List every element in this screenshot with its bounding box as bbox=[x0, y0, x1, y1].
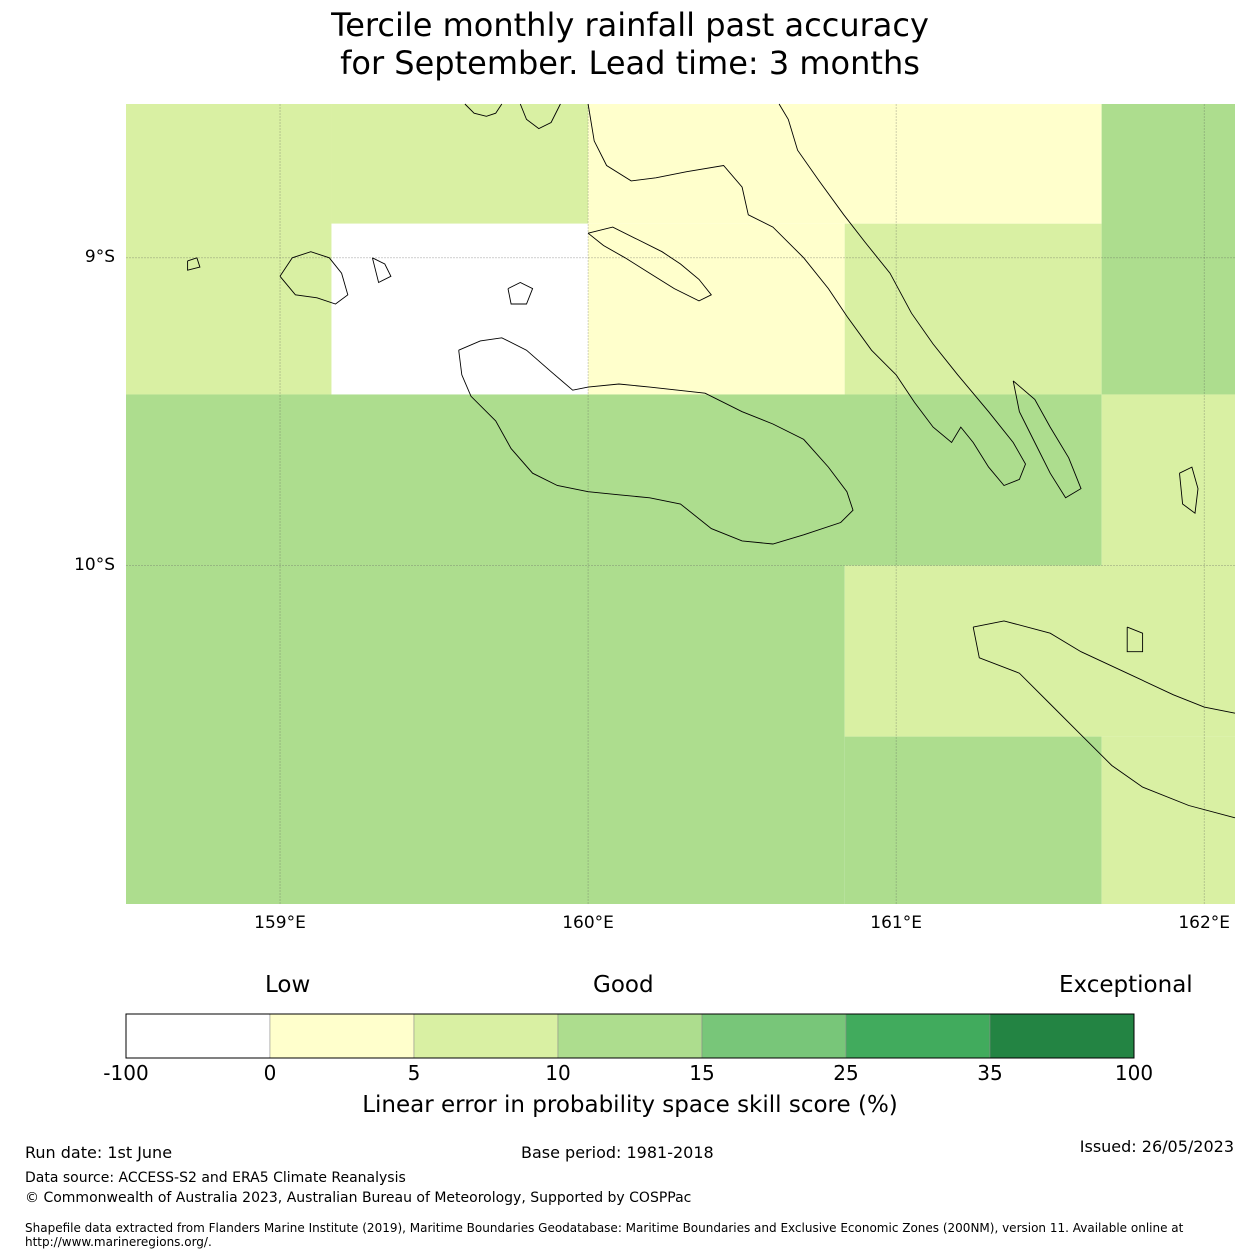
base-period: Base period: 1981-2018 bbox=[521, 1143, 714, 1162]
coastline-2 bbox=[587, 103, 1026, 487]
y-tick-label: 9°S bbox=[84, 246, 115, 267]
coastline-10 bbox=[1179, 466, 1199, 515]
skill-cell-9 bbox=[126, 565, 845, 904]
colorbar-label: Linear error in probability space skill … bbox=[362, 1092, 898, 1118]
x-tick-label: 161°E bbox=[870, 913, 922, 933]
colorbar-segment-2 bbox=[413, 1013, 559, 1059]
data-source: Data source: ACCESS-S2 and ERA5 Climate … bbox=[25, 1170, 406, 1186]
coastline-7 bbox=[507, 281, 534, 305]
colorbar-outline bbox=[125, 1013, 1135, 1059]
colorbar-tick-label: 15 bbox=[689, 1061, 715, 1085]
x-tick-label: 159°E bbox=[254, 913, 306, 933]
issued-date: Issued: 26/05/2023 bbox=[1079, 1137, 1234, 1156]
colorbar-segment-1 bbox=[269, 1013, 415, 1059]
coastline-12 bbox=[973, 620, 1236, 714]
shapefile-credit: Shapefile data extracted from Flanders M… bbox=[25, 1221, 1184, 1249]
skill-cell-8 bbox=[1101, 394, 1235, 566]
skill-cells bbox=[126, 104, 1235, 904]
coastline-3 bbox=[1012, 380, 1082, 499]
skill-cell-5 bbox=[844, 223, 1102, 395]
skill-cell-0 bbox=[126, 104, 332, 395]
coastline-0 bbox=[464, 103, 503, 117]
map-title: Tercile monthly rainfall past accuracy f… bbox=[0, 6, 1260, 82]
coastlines bbox=[187, 103, 1236, 819]
copyright: © Commonwealth of Australia 2023, Austra… bbox=[25, 1190, 692, 1206]
skill-cell-2 bbox=[331, 223, 589, 395]
coastline-9 bbox=[458, 337, 854, 545]
category-good: Good bbox=[593, 972, 654, 998]
skill-cell-11 bbox=[844, 736, 1102, 904]
colorbar-segment-3 bbox=[557, 1013, 703, 1059]
colorbar-segment-5 bbox=[845, 1013, 991, 1059]
skill-cell-12 bbox=[1101, 736, 1235, 904]
colorbar-tick-label: 35 bbox=[977, 1061, 1003, 1085]
colorbar-tick-label: 5 bbox=[407, 1061, 421, 1085]
coastline-1 bbox=[519, 103, 561, 130]
category-exceptional: Exceptional bbox=[1059, 972, 1193, 998]
coastline-5 bbox=[371, 257, 392, 284]
skill-cell-10 bbox=[844, 565, 1235, 737]
colorbar-segment-4 bbox=[701, 1013, 847, 1059]
y-tick-label: 10°S bbox=[74, 554, 115, 575]
colorbar-tick-label: 10 bbox=[545, 1061, 571, 1085]
coastline-4 bbox=[279, 251, 349, 305]
skill-cell-3 bbox=[588, 104, 1102, 224]
colorbar-tick-label: 100 bbox=[1114, 1061, 1154, 1085]
skill-cell-4 bbox=[588, 223, 845, 395]
coastline-6 bbox=[587, 226, 712, 302]
colorbar-tick-label: 0 bbox=[263, 1061, 277, 1085]
graticule bbox=[126, 104, 1235, 904]
x-tick-label: 162°E bbox=[1178, 913, 1231, 933]
coastline-13 bbox=[972, 627, 1236, 819]
skill-cell-7 bbox=[126, 394, 1102, 566]
title-line-1: Tercile monthly rainfall past accuracy bbox=[331, 6, 929, 44]
colorbar-tick-label: 25 bbox=[833, 1061, 859, 1085]
skill-cell-6 bbox=[1101, 104, 1235, 395]
run-date: Run date: 1st June bbox=[25, 1143, 173, 1162]
title-line-2: for September. Lead time: 3 months bbox=[340, 44, 920, 82]
coastline-11 bbox=[1126, 626, 1144, 653]
colorbar-segment-0 bbox=[125, 1013, 271, 1059]
colorbar-segment-6 bbox=[989, 1013, 1135, 1059]
category-low: Low bbox=[265, 972, 311, 998]
skill-cell-1 bbox=[331, 104, 589, 224]
colorbar bbox=[125, 1013, 1135, 1059]
coastline-8 bbox=[187, 257, 201, 271]
colorbar-tick-label: -100 bbox=[103, 1061, 149, 1085]
x-tick-label: 160°E bbox=[562, 913, 614, 933]
